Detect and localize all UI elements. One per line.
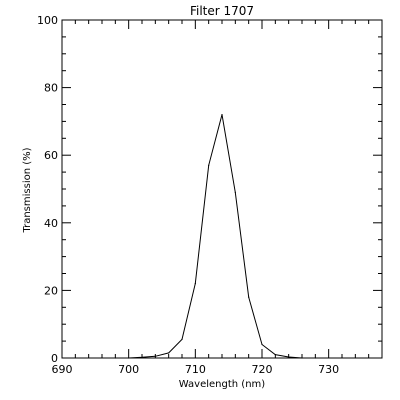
x-tick-label: 730: [318, 363, 339, 376]
series-line: [115, 114, 316, 359]
data-point: [314, 357, 316, 359]
x-tick-label: 710: [185, 363, 206, 376]
chart-title: Filter 1707: [190, 4, 254, 18]
data-point: [154, 355, 156, 357]
data-point: [248, 296, 250, 298]
y-tick-label: 100: [37, 14, 58, 27]
data-point: [301, 357, 303, 359]
x-tick-label: 690: [52, 363, 73, 376]
data-point: [141, 356, 143, 358]
x-axis-label: Wavelength (nm): [179, 379, 265, 390]
y-axis-label: Transmission (%): [22, 147, 33, 233]
x-tick-label: 700: [118, 363, 139, 376]
y-tick-label: 40: [44, 217, 58, 230]
data-point: [168, 352, 170, 354]
data-point: [181, 338, 183, 341]
data-point: [234, 191, 236, 193]
data-point: [221, 114, 223, 116]
x-tick-label: 720: [252, 363, 273, 376]
data-point: [208, 164, 210, 166]
data-point: [274, 354, 276, 356]
plot-frame: [61, 19, 383, 359]
data-point: [128, 357, 130, 359]
y-tick-label: 60: [44, 149, 58, 162]
axes-layer: 690 700 710 720 730 0 20 40 60 80 100: [37, 14, 383, 376]
data-point: [114, 357, 116, 359]
y-tick-label: 20: [44, 284, 58, 297]
y-tick-label: 80: [44, 82, 58, 95]
data-point: [261, 343, 263, 346]
y-tick-label: 0: [51, 352, 58, 365]
series-layer: [114, 114, 316, 359]
data-point: [288, 356, 290, 358]
data-point: [194, 283, 196, 285]
